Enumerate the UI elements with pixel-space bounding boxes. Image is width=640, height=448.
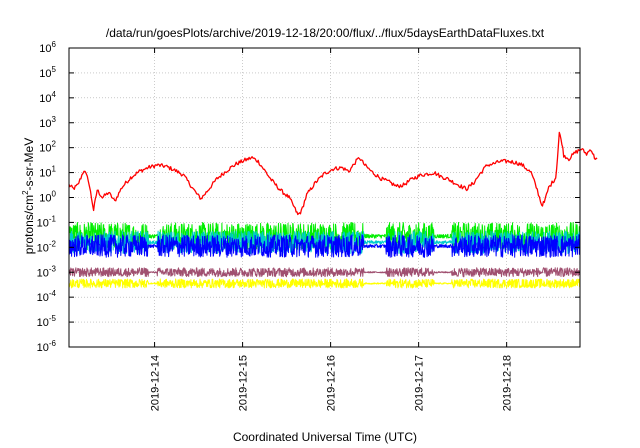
series-line-4 (68, 278, 581, 289)
x-tick-label: 2019-12-14 (150, 355, 162, 411)
y-axis-label: protons/cm2-s-sr-MeV (21, 138, 36, 254)
y-tick-label: 10-4 (37, 289, 57, 304)
y-tick-label: 10-6 (37, 339, 57, 354)
x-tick-label: 2019-12-15 (238, 355, 250, 411)
x-tick-label: 2019-12-17 (414, 355, 426, 411)
y-axis-label-rest: -s-sr-MeV (22, 138, 36, 191)
x-axis: 2019-12-14 2019-12-15 2019-12-16 2019-12-17… (150, 48, 514, 411)
x-tick-label: 2019-12-16 (326, 355, 338, 411)
x-axis-label: Coordinated Universal Time (UTC) (233, 430, 417, 444)
chart-title: /data/run/goesPlots/archive/2019-12-18/2… (106, 26, 545, 40)
y-tick-label: 105 (39, 65, 56, 80)
y-tick-label: 104 (39, 90, 56, 105)
y-tick-label: 10-3 (37, 264, 57, 279)
y-tick-label: 101 (39, 165, 56, 180)
series-line-3 (68, 234, 581, 258)
y-tick-label: 102 (39, 140, 56, 155)
grid-lines (69, 48, 580, 347)
series-line-5 (68, 267, 581, 278)
y-tick-label: 10-2 (37, 239, 57, 254)
x-tick-label: 2019-12-18 (502, 355, 514, 411)
y-axis: 10-6 10-5 10-4 10-3 10-2 10-1 100 101 102 103 104 1… (37, 40, 580, 354)
y-tick-label: 106 (39, 40, 56, 55)
series-line-0 (68, 131, 598, 216)
y-tick-label: 103 (39, 115, 56, 130)
y-tick-label: 10-1 (37, 214, 57, 229)
y-tick-label: 100 (39, 190, 56, 205)
series-layer (68, 131, 598, 289)
y-tick-label: 10-5 (37, 314, 57, 329)
y-axis-label-base: protons/cm (22, 195, 36, 254)
y-axis-label-sup: 2 (21, 190, 30, 195)
